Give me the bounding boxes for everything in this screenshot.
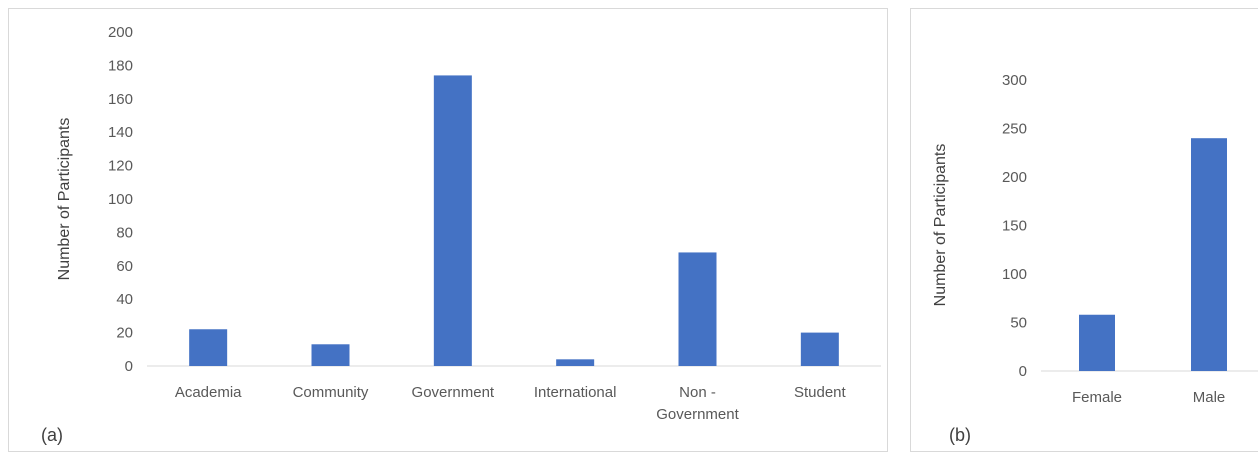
y-axis-label: Number of Participants (932, 144, 949, 307)
y-axis-label: Number of Participants (56, 118, 73, 281)
bar-non-government (678, 252, 717, 366)
y-tick-label: 20 (116, 325, 133, 342)
x-tick-label: International (534, 384, 617, 401)
x-tick-label: Government (412, 384, 495, 401)
chart-panel-a: 0 20 40 60 80 100 120 140 160 180 200 Academia Commu… (8, 8, 888, 452)
bar-student (800, 332, 839, 366)
x-tick-label: Student (794, 384, 847, 401)
x-tick-label: Community (293, 384, 369, 401)
x-tick-label: Non -Government (656, 384, 739, 423)
y-tick-label: 100 (1002, 266, 1027, 283)
bar-academia (189, 329, 228, 366)
y-tick-label: 60 (116, 258, 133, 275)
y-tick-label: 150 (1002, 218, 1027, 235)
y-tick-label: 120 (108, 158, 133, 175)
y-tick-label: 180 (108, 57, 133, 74)
y-tick-label: 140 (108, 124, 133, 141)
x-tick-label: Academia (175, 384, 242, 401)
bar-chart-a: 0 20 40 60 80 100 120 140 160 180 200 Academia Commu… (56, 24, 881, 423)
panel-label-b: (b) (949, 425, 971, 445)
y-tick-label: 100 (108, 191, 133, 208)
bar-international (556, 359, 595, 366)
x-tick-label: Male (1193, 389, 1226, 406)
bar-government (433, 75, 472, 367)
y-tick-label: 200 (108, 24, 133, 41)
y-tick-label: 80 (116, 224, 133, 241)
y-tick-label: 0 (125, 358, 133, 375)
bar-male (1191, 138, 1227, 371)
y-tick-label: 160 (108, 91, 133, 108)
x-tick-label: Female (1072, 389, 1122, 406)
y-tick-label: 200 (1002, 169, 1027, 186)
y-tick-label: 50 (1010, 315, 1027, 332)
chart-panel-b: 0 50 100 150 200 250 300 Female Male Number of Pa… (910, 8, 1258, 452)
y-tick-label: 40 (116, 291, 133, 308)
panel-label-a: (a) (41, 425, 63, 445)
y-tick-label: 250 (1002, 121, 1027, 138)
bar-community (311, 344, 350, 366)
bar-female (1079, 314, 1115, 371)
y-tick-label: 300 (1002, 72, 1027, 89)
bar-chart-b: 0 50 100 150 200 250 300 Female Male Number of Pa… (932, 72, 1258, 406)
y-tick-label: 0 (1019, 363, 1027, 380)
